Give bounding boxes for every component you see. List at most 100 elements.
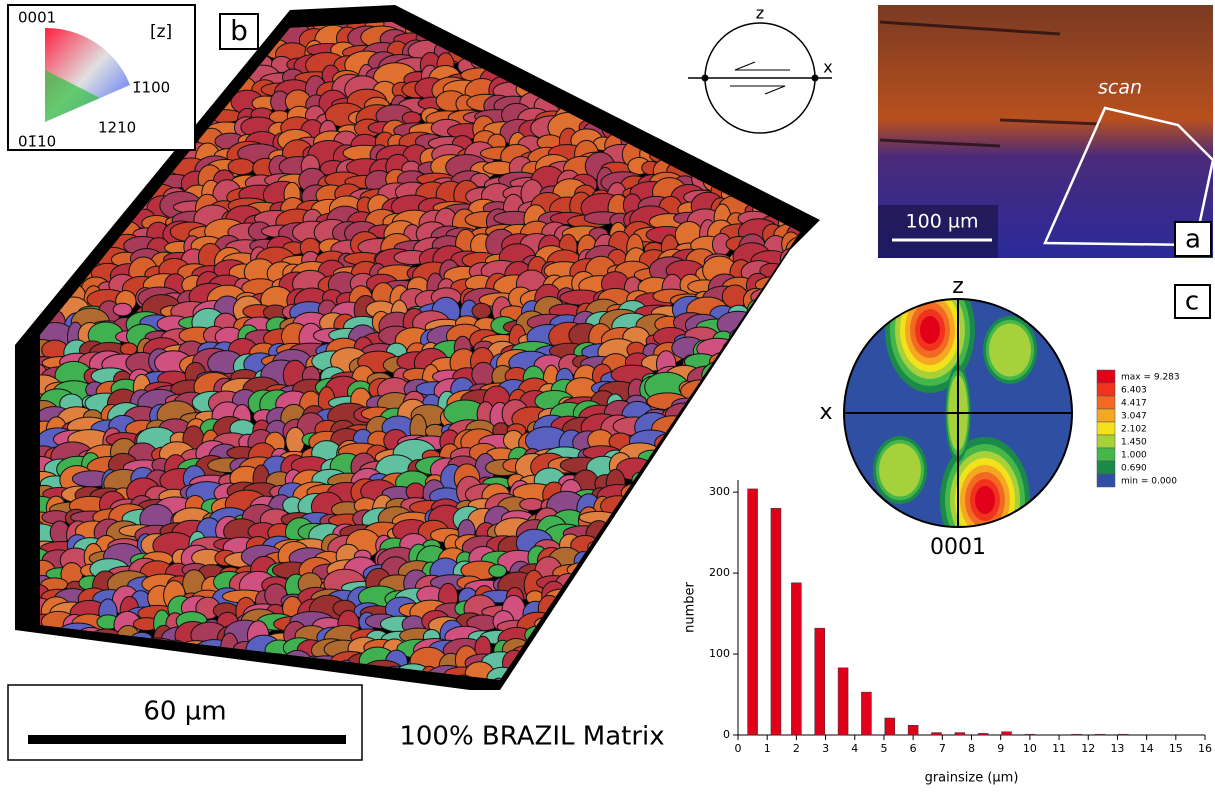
- grain: [735, 378, 776, 397]
- grain: [773, 169, 800, 198]
- grain: [622, 628, 651, 642]
- grain: [788, 270, 800, 301]
- grain: [726, 443, 757, 466]
- bar: [1024, 733, 1036, 736]
- grain: [658, 590, 684, 606]
- grain: [638, 565, 663, 581]
- grain: [635, 496, 676, 518]
- grain: [811, 248, 832, 273]
- grain: [642, 84, 669, 101]
- grain: [40, 190, 55, 205]
- grain: [729, 575, 749, 591]
- grain: [538, 41, 557, 57]
- grain: [711, 72, 729, 87]
- grain: [614, 577, 632, 597]
- grain: [744, 103, 769, 127]
- grain: [771, 92, 800, 116]
- grain: [807, 25, 844, 49]
- grain: [198, 22, 221, 23]
- grain: [80, 209, 110, 229]
- grain: [47, 264, 68, 283]
- grain: [693, 25, 715, 47]
- grain: [625, 88, 651, 115]
- caption: 100% BRAZIL Matrix: [399, 722, 664, 752]
- grain: [593, 22, 613, 39]
- grain: [608, 615, 638, 633]
- grain: [737, 25, 775, 55]
- legend-swatch: [1096, 460, 1116, 475]
- legend-label: 4.417: [1121, 399, 1147, 409]
- grain: [56, 651, 99, 679]
- grain: [773, 307, 800, 339]
- grain: [779, 363, 798, 390]
- grain: [636, 572, 673, 593]
- grain: [697, 407, 715, 430]
- grain: [780, 562, 800, 585]
- grain: [639, 26, 666, 52]
- grain: [775, 349, 800, 376]
- grain: [112, 302, 133, 317]
- grain: [581, 651, 623, 670]
- grain: [488, 564, 507, 578]
- legend-swatch: [1096, 447, 1116, 462]
- legend-swatch: [1096, 408, 1116, 423]
- grain: [739, 154, 768, 183]
- grain: [668, 560, 709, 585]
- grain: [655, 552, 679, 570]
- legend-swatch: [1096, 395, 1116, 410]
- pole-title: 0001: [930, 535, 986, 560]
- grain: [665, 518, 704, 543]
- grain: [40, 149, 45, 163]
- shear-point: [701, 74, 709, 82]
- grain: [775, 131, 798, 152]
- grain: [40, 233, 59, 264]
- grain: [649, 22, 689, 38]
- grain: [684, 132, 716, 154]
- grain: [698, 25, 739, 47]
- grain: [677, 636, 696, 659]
- grain: [550, 22, 588, 39]
- grain: [791, 443, 800, 472]
- grain: [620, 39, 658, 59]
- x-tick-label: 16: [1198, 742, 1212, 755]
- grain: [798, 451, 800, 480]
- grain: [543, 28, 589, 50]
- grain: [600, 95, 640, 115]
- grain: [687, 22, 728, 29]
- grain: [40, 640, 72, 660]
- grain: [664, 503, 706, 535]
- grain: [522, 675, 545, 680]
- grain: [481, 22, 526, 39]
- grain: [806, 472, 845, 487]
- shear-arrow: [734, 61, 790, 71]
- grain: [783, 116, 800, 142]
- grain: [551, 624, 579, 653]
- y-axis-label: number: [683, 581, 698, 632]
- grain: [811, 258, 840, 288]
- legend-label: 3.047: [1121, 412, 1147, 422]
- grain: [585, 640, 623, 663]
- grain: [457, 22, 502, 39]
- grain: [793, 77, 800, 103]
- grain: [709, 507, 740, 527]
- grain: [662, 42, 681, 64]
- grain: [784, 430, 800, 453]
- grain: [768, 384, 800, 401]
- grain: [519, 497, 544, 511]
- grain: [759, 70, 783, 88]
- grain: [428, 22, 473, 24]
- grain: [616, 654, 654, 675]
- grain: [685, 421, 717, 435]
- grain: [806, 517, 842, 547]
- grain: [552, 685, 589, 697]
- bar: [747, 488, 758, 736]
- grain: [787, 159, 800, 180]
- grain: [656, 25, 687, 49]
- grain: [638, 628, 675, 642]
- grain: [659, 653, 684, 671]
- grain: [798, 22, 800, 23]
- grain: [40, 664, 53, 680]
- grain: [793, 367, 800, 387]
- grain: [78, 184, 114, 201]
